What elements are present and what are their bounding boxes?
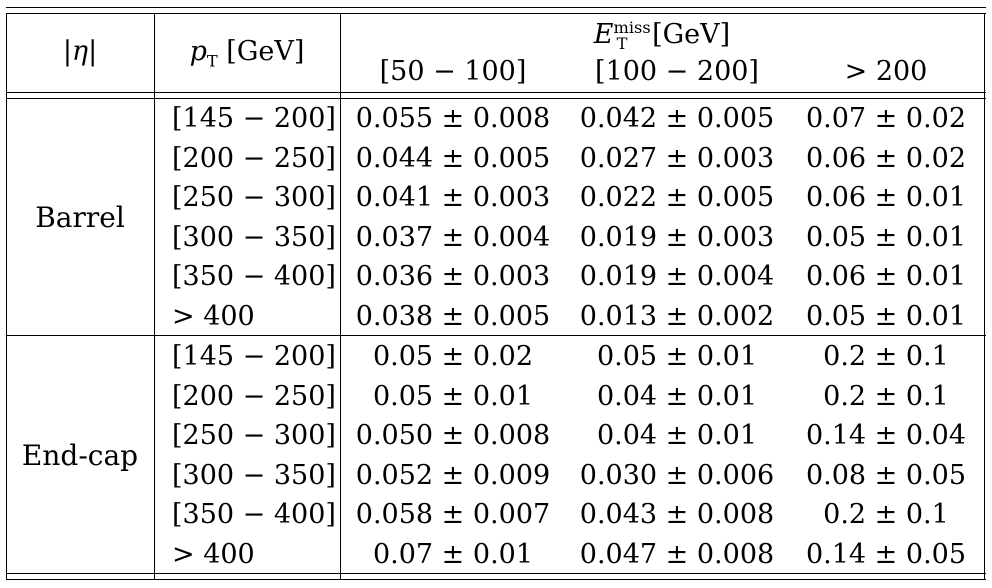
group-label-1: End-cap (21, 438, 139, 472)
value-cell: 0.05 ± 0.01 (596, 341, 758, 372)
value-cell: 0.038 ± 0.005 (355, 300, 551, 332)
value-cell: 0.019 ± 0.004 (579, 261, 775, 292)
value-cell: 0.037 ± 0.004 (355, 221, 551, 253)
value-cell: 0.06 ± 0.01 (805, 182, 967, 213)
value-cell: 0.055 ± 0.008 (355, 103, 551, 134)
met-bin-3: > 200 (844, 56, 928, 87)
value-cell: 0.05 ± 0.01 (372, 380, 534, 412)
value-cell: 0.07 ± 0.02 (805, 103, 967, 134)
pt-bin-cell: [145 − 200] (172, 103, 336, 134)
col-divider-2 (340, 13, 341, 579)
value-cell: 0.06 ± 0.02 (805, 142, 967, 174)
value-cell: 0.04 ± 0.01 (596, 380, 758, 412)
header-rule-2 (6, 98, 986, 99)
pt-bin-cell: [200 − 250] (172, 142, 336, 174)
value-cell: 0.05 ± 0.01 (805, 300, 967, 332)
met-bin-1: [50 − 100] (379, 56, 527, 87)
pt-bin-cell: [145 − 200] (172, 341, 336, 372)
met-bin-2: [100 − 200] (595, 56, 759, 87)
value-cell: 0.2 ± 0.1 (823, 380, 949, 412)
met-subscript: T (616, 34, 628, 54)
pt-bin-cell: [350 − 400] (172, 499, 336, 530)
value-cell: 0.036 ± 0.003 (355, 261, 551, 292)
value-cell: 0.052 ± 0.009 (355, 459, 551, 491)
bottom-rule-2 (6, 579, 986, 580)
value-cell: 0.022 ± 0.005 (579, 182, 775, 213)
met-superscript: miss (613, 18, 651, 37)
left-border (6, 13, 7, 579)
value-cell: 0.043 ± 0.008 (579, 499, 775, 530)
top-rule-2 (6, 13, 986, 14)
pt-header: pT [GeV] (154, 32, 340, 72)
pt-bin-cell: [250 − 300] (172, 420, 336, 451)
right-border (984, 13, 985, 579)
value-cell: 0.044 ± 0.005 (355, 142, 551, 174)
value-cell: 0.2 ± 0.1 (823, 499, 949, 530)
pt-bin-cell: [300 − 350] (172, 459, 336, 491)
header-rule-1 (6, 92, 986, 93)
top-rule-1 (6, 7, 986, 8)
value-cell: 0.019 ± 0.003 (579, 221, 775, 253)
value-cell: 0.05 ± 0.01 (805, 221, 967, 253)
value-cell: 0.042 ± 0.005 (579, 103, 775, 134)
value-cell: 0.041 ± 0.003 (355, 182, 551, 213)
value-cell: 0.013 ± 0.002 (579, 300, 775, 332)
value-cell: 0.08 ± 0.05 (805, 459, 967, 491)
pt-symbol: p (189, 36, 207, 67)
pt-bin-cell: [200 − 250] (172, 380, 336, 412)
pt-bin-cell: [300 − 350] (172, 221, 336, 253)
value-cell: 0.04 ± 0.01 (596, 420, 758, 451)
value-cell: 0.058 ± 0.007 (355, 499, 551, 530)
group-divider-rule (6, 335, 986, 336)
value-cell: 0.047 ± 0.008 (579, 538, 775, 570)
pt-bin-cell: > 400 (172, 538, 255, 570)
met-header: EmissT [GeV] (340, 15, 984, 55)
value-cell: 0.07 ± 0.01 (372, 538, 534, 570)
pt-bin-cell: [350 − 400] (172, 261, 336, 292)
value-cell: 0.05 ± 0.02 (372, 341, 534, 372)
group-label-0: Barrel (35, 200, 125, 234)
pt-unit: [GeV] (217, 36, 305, 67)
bottom-rule-1 (6, 573, 986, 574)
col-divider-1 (154, 13, 155, 579)
value-cell: 0.027 ± 0.003 (579, 142, 775, 174)
value-cell: 0.050 ± 0.008 (355, 420, 551, 451)
value-cell: 0.2 ± 0.1 (823, 341, 949, 372)
met-unit: [GeV] (643, 19, 731, 50)
value-cell: 0.06 ± 0.01 (805, 261, 967, 292)
met-symbol: E (593, 19, 614, 50)
pt-bin-cell: [250 − 300] (172, 182, 336, 213)
value-cell: 0.14 ± 0.04 (805, 420, 967, 451)
value-cell: 0.030 ± 0.006 (579, 459, 775, 491)
value-cell: 0.14 ± 0.05 (805, 538, 967, 570)
eta-header: |η| (62, 36, 98, 67)
pt-subscript: T (206, 51, 218, 71)
pt-bin-cell: > 400 (172, 300, 255, 332)
